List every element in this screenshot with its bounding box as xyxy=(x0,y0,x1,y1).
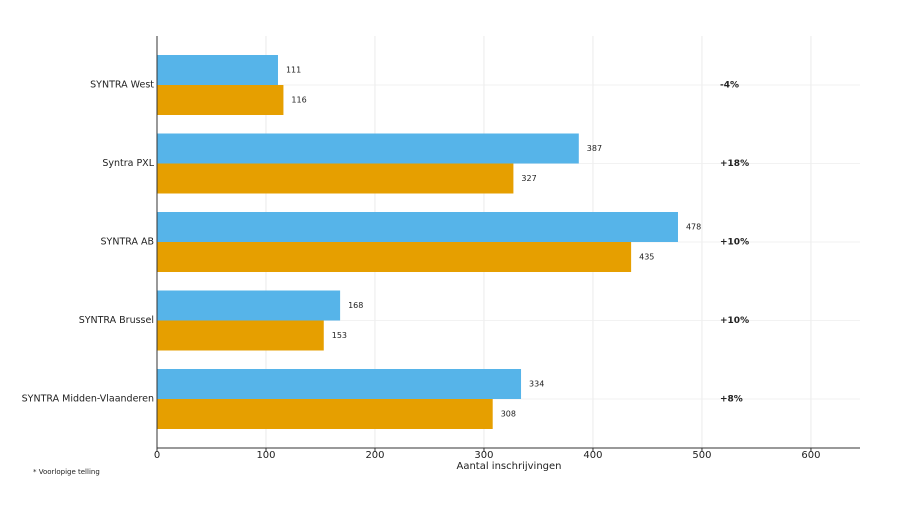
value-label: 116 xyxy=(291,96,306,105)
bar xyxy=(157,320,324,351)
x-axis-label: Aantal inschrijvingen xyxy=(456,461,561,472)
x-tick-label: 200 xyxy=(365,450,384,461)
x-tick-label: 600 xyxy=(801,450,820,461)
annotation: +10% xyxy=(720,316,749,326)
annotation: +8% xyxy=(720,395,743,405)
annotation: -4% xyxy=(720,81,739,91)
bar xyxy=(157,85,284,115)
x-tick-label: 300 xyxy=(474,450,493,461)
bar xyxy=(157,399,493,429)
value-label: 153 xyxy=(332,331,347,340)
footnote: * Voorlopige telling xyxy=(33,468,100,476)
y-tick-label: SYNTRA Brussel xyxy=(79,315,154,326)
bar xyxy=(157,242,632,272)
y-tick-label: SYNTRA West xyxy=(90,80,154,91)
value-label: 478 xyxy=(686,223,701,232)
y-tick-label: SYNTRA Midden-Vlaanderen xyxy=(22,394,154,405)
x-tick-label: 0 xyxy=(154,450,160,461)
annotation: +10% xyxy=(720,238,749,248)
bar xyxy=(157,55,278,85)
value-label: 111 xyxy=(286,66,301,75)
x-tick-label: 500 xyxy=(692,450,711,461)
x-tick-label: 400 xyxy=(583,450,602,461)
y-tick-label: SYNTRA AB xyxy=(101,237,155,248)
y-tick-label: Syntra PXL xyxy=(102,158,154,169)
value-label: 327 xyxy=(521,174,536,183)
bar xyxy=(157,290,341,321)
bar xyxy=(157,212,678,242)
value-label: 387 xyxy=(587,144,602,153)
bar xyxy=(157,133,579,164)
bar xyxy=(157,369,522,399)
value-label: 435 xyxy=(639,253,654,262)
x-tick-label: 100 xyxy=(256,450,275,461)
annotation: +18% xyxy=(720,159,749,169)
value-label: 168 xyxy=(348,301,363,310)
bar xyxy=(157,163,514,194)
value-label: 308 xyxy=(501,410,516,419)
value-label: 334 xyxy=(529,380,544,389)
